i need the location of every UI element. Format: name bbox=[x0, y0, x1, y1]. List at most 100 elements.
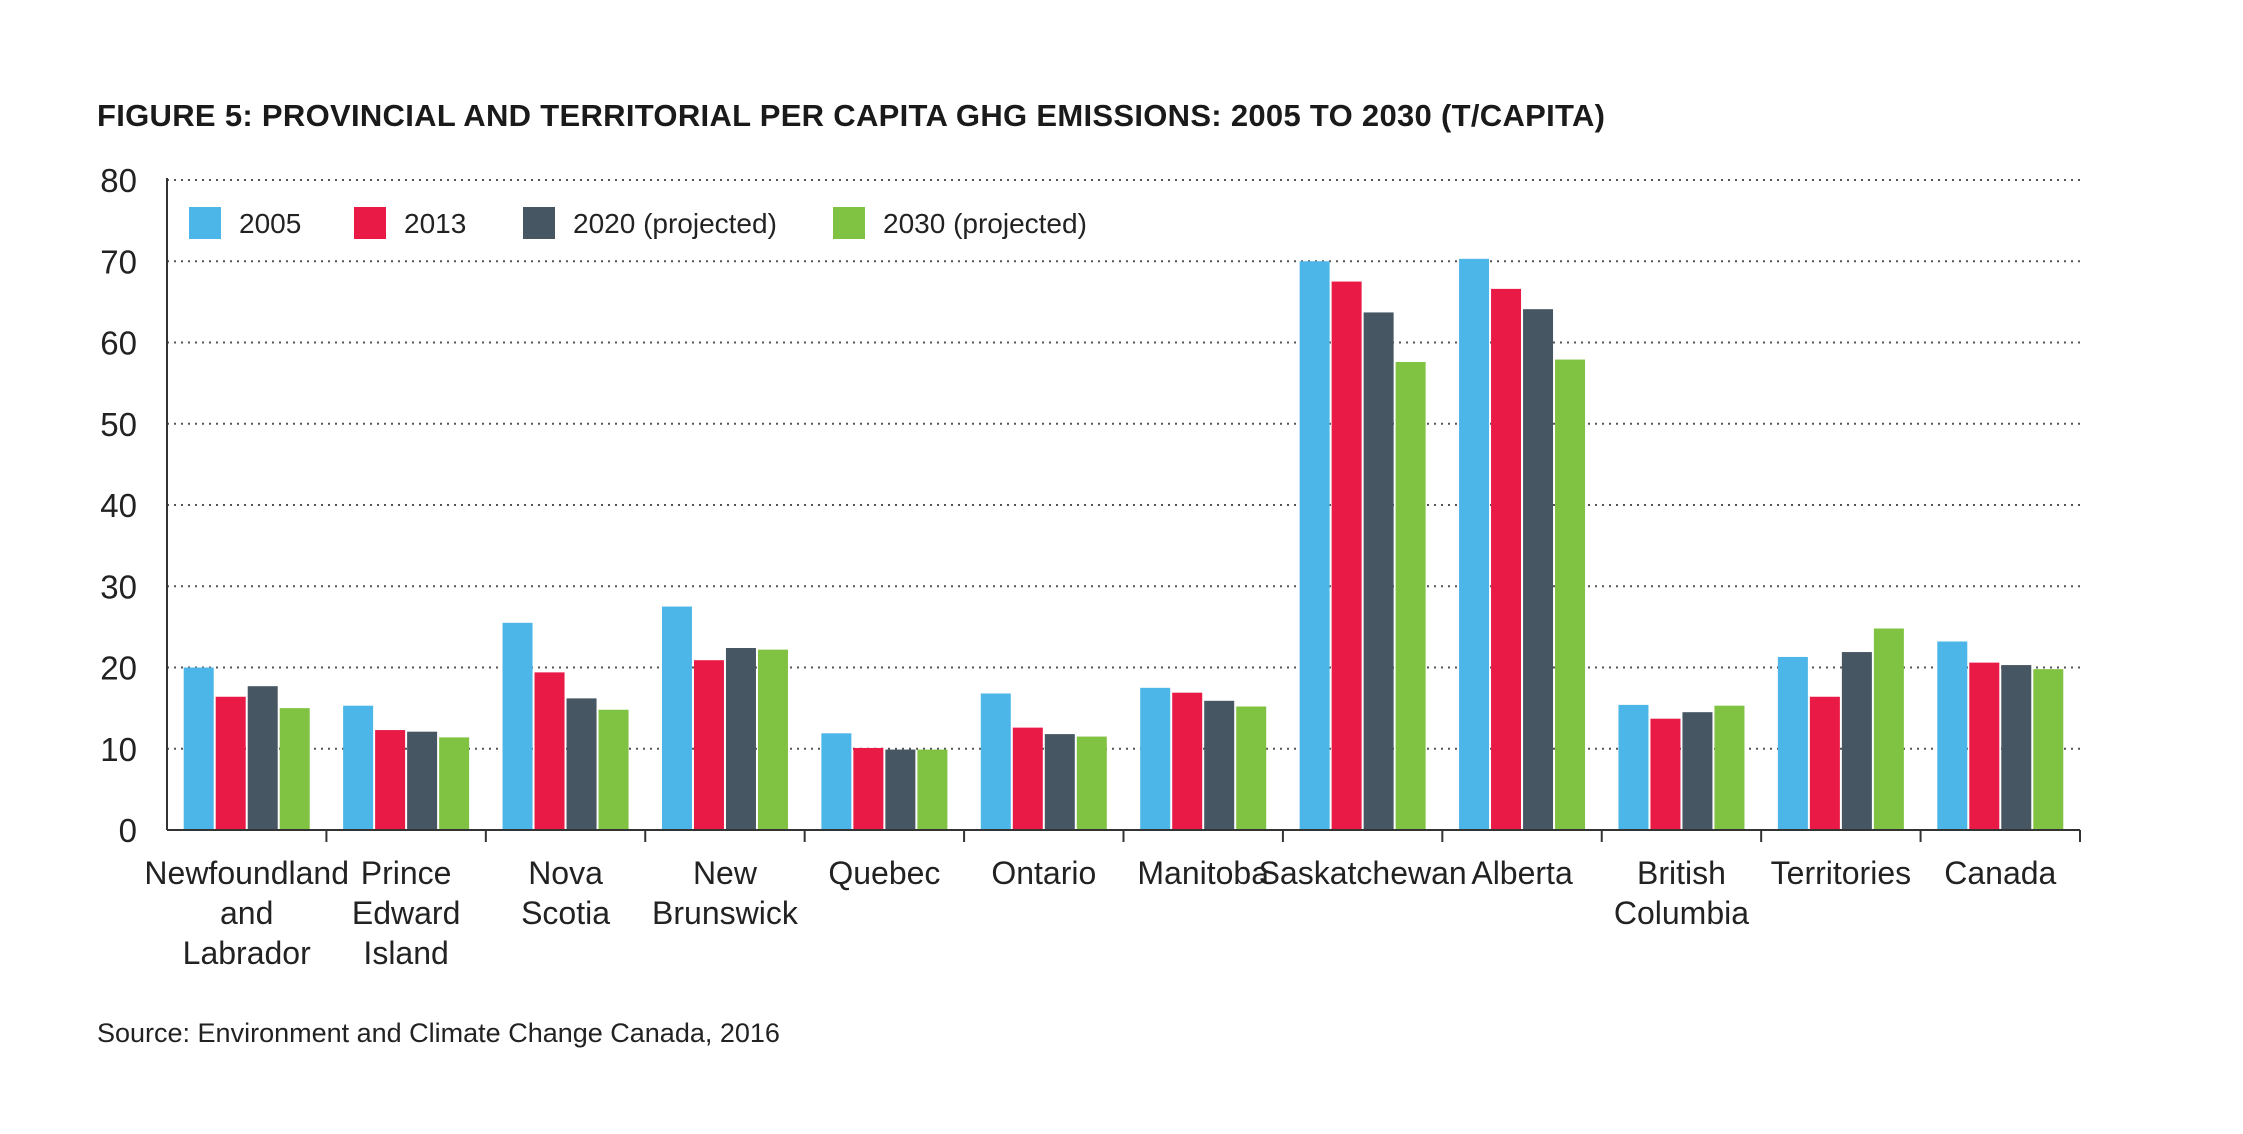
bar bbox=[853, 747, 884, 830]
x-tick-label-line: Nova bbox=[528, 855, 603, 891]
x-tick-label-line: Island bbox=[363, 935, 448, 971]
legend-swatch bbox=[354, 207, 386, 239]
bar bbox=[917, 749, 948, 830]
x-tick-label: British Columbia bbox=[1614, 855, 1749, 931]
legend-label: 2005 bbox=[239, 208, 301, 239]
bar bbox=[1618, 704, 1649, 830]
x-tick-label-line: Territories bbox=[1771, 855, 1911, 891]
x-tick-label-line: New bbox=[693, 855, 758, 891]
bar bbox=[183, 667, 214, 830]
bar bbox=[1331, 281, 1362, 830]
x-tick-label-line: and bbox=[220, 895, 273, 931]
bar bbox=[439, 737, 470, 830]
bar bbox=[1459, 258, 1490, 830]
bar bbox=[375, 730, 406, 830]
bar bbox=[566, 698, 597, 830]
y-tick-label: 40 bbox=[100, 487, 137, 524]
y-tick-label: 10 bbox=[100, 731, 137, 768]
legend-label: 2030 (projected) bbox=[883, 208, 1087, 239]
bar bbox=[1140, 687, 1171, 830]
legend-label: 2013 bbox=[404, 208, 466, 239]
bar bbox=[1714, 705, 1745, 830]
x-tick-label: Prince Edward Island bbox=[352, 855, 461, 971]
x-tick-label-line: Newfoundland bbox=[144, 855, 349, 891]
y-tick-labels: 0 10 20 30 40 50 60 70 80 bbox=[100, 162, 137, 849]
chart-title: FIGURE 5: PROVINCIAL AND TERRITORIAL PER… bbox=[97, 98, 1606, 133]
bar bbox=[1841, 652, 1872, 830]
x-tick-label-line: Quebec bbox=[828, 855, 940, 891]
bar bbox=[1523, 309, 1554, 830]
bar bbox=[1682, 712, 1713, 830]
bar bbox=[1299, 261, 1330, 830]
x-tick-labels: Newfoundland and Labrador Prince Edward Islan… bbox=[144, 855, 2056, 971]
bar bbox=[693, 660, 724, 830]
legend-swatch bbox=[189, 207, 221, 239]
x-tick-label-line: Edward bbox=[352, 895, 461, 931]
bar bbox=[1777, 656, 1808, 830]
x-tick-label-line: Ontario bbox=[991, 855, 1096, 891]
bar bbox=[215, 696, 246, 830]
x-tick-label-line: Brunswick bbox=[652, 895, 799, 931]
x-tick-label: Manitoba bbox=[1137, 855, 1269, 891]
bar bbox=[1395, 362, 1426, 830]
y-tick-label: 20 bbox=[100, 650, 137, 687]
legend: 2005 2013 2020 (projected) 2030 (projected) bbox=[189, 207, 1087, 239]
legend-item: 2013 bbox=[354, 207, 466, 239]
bar bbox=[502, 622, 533, 830]
x-tick-label: Quebec bbox=[828, 855, 940, 891]
bar bbox=[1555, 359, 1586, 830]
bar bbox=[1044, 734, 1075, 830]
x-tick-label: Newfoundland and Labrador bbox=[144, 855, 349, 971]
y-tick-label: 70 bbox=[100, 243, 137, 280]
bars bbox=[183, 258, 2064, 830]
legend-item: 2005 bbox=[189, 207, 301, 239]
bar bbox=[821, 733, 852, 830]
axes bbox=[166, 178, 2081, 842]
bar bbox=[1491, 288, 1522, 830]
x-tick-label: New Brunswick bbox=[652, 855, 799, 931]
legend-swatch bbox=[523, 207, 555, 239]
x-tick-label: Territories bbox=[1771, 855, 1911, 891]
bar bbox=[661, 606, 692, 830]
bar bbox=[1204, 700, 1235, 830]
bar bbox=[1873, 628, 1904, 830]
y-tick-label: 0 bbox=[119, 812, 137, 849]
bar bbox=[1363, 312, 1394, 830]
bar bbox=[1172, 692, 1203, 830]
bar bbox=[343, 705, 374, 830]
bar bbox=[2033, 669, 2064, 830]
y-tick-label: 30 bbox=[100, 568, 137, 605]
x-tick-label: Saskatchewan bbox=[1259, 855, 1467, 891]
x-tick-label-line: Saskatchewan bbox=[1259, 855, 1467, 891]
legend-item: 2030 (projected) bbox=[833, 207, 1087, 239]
x-tick-label-line: Alberta bbox=[1471, 855, 1573, 891]
bar bbox=[980, 693, 1011, 830]
x-tick-label-line: British bbox=[1637, 855, 1726, 891]
bar bbox=[1236, 706, 1267, 830]
bar bbox=[534, 672, 565, 830]
x-tick-label: Nova Scotia bbox=[521, 855, 610, 931]
y-tick-label: 50 bbox=[100, 406, 137, 443]
bar bbox=[725, 648, 756, 830]
source-note: Source: Environment and Climate Change C… bbox=[97, 1018, 780, 1048]
y-tick-label: 60 bbox=[100, 325, 137, 362]
bar bbox=[1809, 696, 1840, 830]
x-tick-label-line: Prince bbox=[361, 855, 452, 891]
bar bbox=[279, 708, 310, 830]
bar bbox=[1969, 662, 2000, 830]
x-tick-label: Canada bbox=[1944, 855, 2056, 891]
bar bbox=[1650, 718, 1681, 830]
bar bbox=[2001, 665, 2032, 830]
bar bbox=[598, 709, 629, 830]
x-tick-label-line: Columbia bbox=[1614, 895, 1749, 931]
legend-item: 2020 (projected) bbox=[523, 207, 777, 239]
bar bbox=[247, 686, 278, 830]
x-tick-label-line: Labrador bbox=[183, 935, 311, 971]
bar bbox=[1012, 727, 1043, 830]
x-tick-label: Ontario bbox=[991, 855, 1096, 891]
x-tick-label-line: Canada bbox=[1944, 855, 2056, 891]
y-tick-label: 80 bbox=[100, 162, 137, 199]
legend-swatch bbox=[833, 207, 865, 239]
bar bbox=[885, 749, 916, 830]
